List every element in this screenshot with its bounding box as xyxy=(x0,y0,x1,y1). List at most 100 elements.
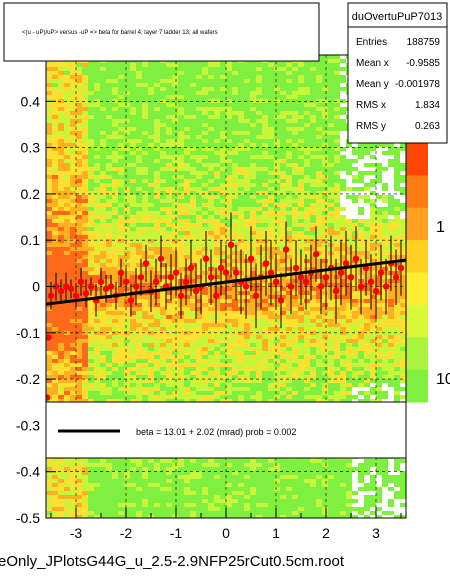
heatmap-cell xyxy=(88,511,94,515)
heatmap-cell xyxy=(262,487,268,491)
heatmap-cell xyxy=(214,507,220,511)
heatmap-cell xyxy=(76,259,82,263)
heatmap-cell xyxy=(286,187,292,191)
heatmap-cell xyxy=(64,359,70,363)
heatmap-cell xyxy=(280,363,286,367)
heatmap-cell xyxy=(202,307,208,311)
heatmap-cell xyxy=(220,483,226,487)
heatmap-cell xyxy=(136,191,142,195)
heatmap-cell xyxy=(52,471,58,475)
heatmap-cell xyxy=(274,303,280,307)
heatmap-cell xyxy=(202,323,208,327)
heatmap-cell xyxy=(76,399,82,403)
heatmap-cell xyxy=(238,103,244,107)
heatmap-cell xyxy=(214,375,220,379)
heatmap-cell xyxy=(94,515,100,518)
heatmap-cell xyxy=(244,467,250,471)
heatmap-cell xyxy=(94,227,100,231)
heatmap-cell xyxy=(184,323,190,327)
heatmap-cell xyxy=(70,303,76,307)
heatmap-cell xyxy=(100,399,106,403)
heatmap-cell xyxy=(76,387,82,391)
heatmap-cell xyxy=(184,483,190,487)
heatmap-cell xyxy=(202,103,208,107)
heatmap-cell xyxy=(232,359,238,363)
heatmap-cell xyxy=(166,111,172,115)
heatmap-cell xyxy=(250,131,256,135)
heatmap-cell xyxy=(280,219,286,223)
heatmap-cell xyxy=(280,119,286,123)
heatmap-cell xyxy=(238,319,244,323)
heatmap-cell xyxy=(148,467,154,471)
heatmap-cell xyxy=(64,459,70,463)
heatmap-cell xyxy=(46,311,52,315)
heatmap-cell xyxy=(226,135,232,139)
heatmap-cell xyxy=(244,395,250,399)
heatmap-cell xyxy=(292,223,298,227)
heatmap-cell xyxy=(76,491,82,495)
heatmap-cell xyxy=(196,399,202,403)
heatmap-cell xyxy=(58,147,64,151)
heatmap-cell xyxy=(268,139,274,143)
heatmap-cell xyxy=(286,515,292,518)
heatmap-cell xyxy=(64,75,70,79)
heatmap-cell xyxy=(76,91,82,95)
heatmap-cell xyxy=(160,71,166,75)
heatmap-cell xyxy=(292,495,298,499)
heatmap-cell xyxy=(88,463,94,467)
heatmap-cell xyxy=(172,491,178,495)
heatmap-cell xyxy=(58,311,64,315)
heatmap-cell xyxy=(172,67,178,71)
heatmap-cell xyxy=(196,227,202,231)
heatmap-cell xyxy=(268,399,274,403)
heatmap-cell xyxy=(100,203,106,207)
heatmap-cell xyxy=(220,507,226,511)
heatmap-cell xyxy=(166,327,172,331)
heatmap-cell xyxy=(154,223,160,227)
heatmap-cell xyxy=(178,211,184,215)
heatmap-cell xyxy=(136,199,142,203)
heatmap-cell xyxy=(160,243,166,247)
heatmap-cell xyxy=(52,323,58,327)
heatmap-cell xyxy=(46,391,52,395)
heatmap-cell xyxy=(100,271,106,275)
heatmap-cell xyxy=(298,375,304,379)
heatmap-cell xyxy=(220,299,226,303)
heatmap-cell xyxy=(88,303,94,307)
heatmap-cell xyxy=(142,503,148,507)
heatmap-cell xyxy=(226,223,232,227)
heatmap-cell xyxy=(112,199,118,203)
heatmap-cell xyxy=(250,187,256,191)
heatmap-cell xyxy=(178,111,184,115)
heatmap-cell xyxy=(172,71,178,75)
heatmap-cell xyxy=(142,131,148,135)
heatmap-cell xyxy=(280,67,286,71)
heatmap-cell xyxy=(190,515,196,518)
heatmap-cell xyxy=(232,151,238,155)
heatmap-cell xyxy=(280,107,286,111)
heatmap-cell xyxy=(118,255,124,259)
heatmap-cell xyxy=(202,83,208,87)
heatmap-cell xyxy=(94,115,100,119)
heatmap-cell xyxy=(298,123,304,127)
heatmap-cell xyxy=(100,147,106,151)
heatmap-cell xyxy=(76,251,82,255)
heatmap-cell xyxy=(82,191,88,195)
heatmap-cell xyxy=(184,87,190,91)
heatmap-cell xyxy=(184,139,190,143)
heatmap-cell xyxy=(178,223,184,227)
heatmap-cell xyxy=(184,75,190,79)
heatmap-cell xyxy=(244,227,250,231)
heatmap-cell xyxy=(268,327,274,331)
heatmap-cell xyxy=(100,103,106,107)
heatmap-cell xyxy=(208,347,214,351)
heatmap-cell xyxy=(148,203,154,207)
heatmap-cell xyxy=(52,491,58,495)
heatmap-cell xyxy=(136,483,142,487)
heatmap-cell xyxy=(88,483,94,487)
heatmap-cell xyxy=(124,275,130,279)
heatmap-cell xyxy=(250,251,256,255)
heatmap-cell xyxy=(250,83,256,87)
heatmap-cell xyxy=(112,327,118,331)
heatmap-cell xyxy=(160,471,166,475)
